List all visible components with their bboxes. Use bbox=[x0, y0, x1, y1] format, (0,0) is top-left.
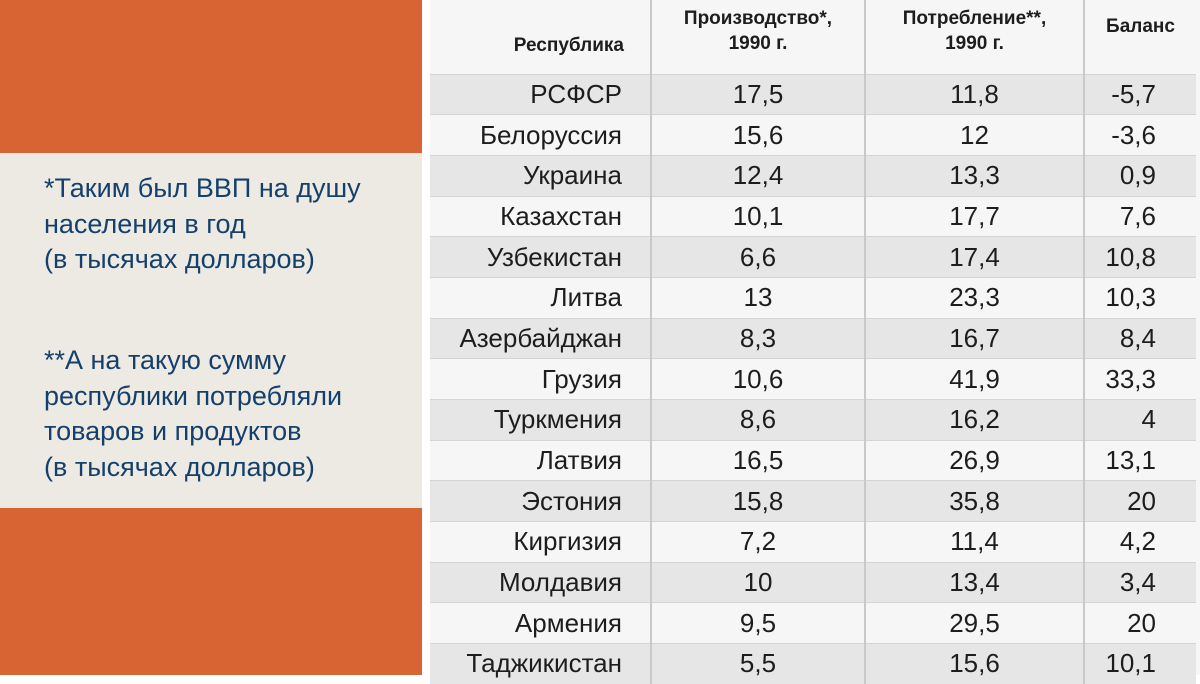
cell-republic: РСФСР bbox=[430, 73, 651, 115]
table-row: Молдавия 10 13,4 3,4 bbox=[430, 561, 1196, 603]
cell-production: 5,5 bbox=[650, 643, 865, 684]
cell-consumption: 12 bbox=[864, 114, 1084, 156]
cell-balance: -5,7 bbox=[1083, 73, 1196, 115]
cell-production: 12,4 bbox=[650, 154, 865, 197]
cell-balance: 10,3 bbox=[1083, 276, 1196, 319]
cell-consumption: 13,3 bbox=[864, 154, 1084, 197]
cell-consumption: 35,8 bbox=[864, 480, 1084, 522]
cell-balance: 7,6 bbox=[1083, 195, 1196, 237]
cell-consumption: 16,2 bbox=[864, 399, 1084, 441]
cell-consumption: 23,3 bbox=[864, 276, 1084, 319]
cell-production: 8,6 bbox=[650, 399, 865, 441]
cell-republic: Азербайджан bbox=[430, 317, 651, 359]
cell-republic: Литва bbox=[430, 276, 651, 319]
table-row: Латвия 16,5 26,9 13,1 bbox=[430, 439, 1196, 481]
table-row: Эстония 15,8 35,8 20 bbox=[430, 480, 1196, 522]
cell-balance: 10,8 bbox=[1083, 236, 1196, 278]
cell-consumption: 29,5 bbox=[864, 602, 1084, 644]
cell-production: 10,6 bbox=[650, 358, 865, 400]
cell-republic: Таджикистан bbox=[430, 643, 651, 684]
cell-balance: 20 bbox=[1083, 480, 1196, 522]
cell-production: 10 bbox=[650, 561, 865, 603]
cell-consumption: 16,7 bbox=[864, 317, 1084, 359]
cell-production: 16,5 bbox=[650, 439, 865, 481]
cell-republic: Латвия bbox=[430, 439, 651, 481]
table-row: Азербайджан 8,3 16,7 8,4 bbox=[430, 317, 1196, 359]
cell-balance: 33,3 bbox=[1083, 358, 1196, 400]
header-consumption: Потребление**, 1990 г. bbox=[864, 0, 1084, 74]
table-row: Украина 12,4 13,3 0,9 bbox=[430, 154, 1196, 197]
cell-production: 17,5 bbox=[650, 73, 865, 115]
header-balance: Баланс bbox=[1083, 0, 1196, 74]
cell-consumption: 17,7 bbox=[864, 195, 1084, 237]
cell-republic: Казахстан bbox=[430, 195, 651, 237]
notes-box: *Таким был ВВП на душу населения в год (… bbox=[0, 153, 422, 508]
cell-consumption: 26,9 bbox=[864, 439, 1084, 481]
cell-balance: 4 bbox=[1083, 399, 1196, 441]
cell-republic: Киргизия bbox=[430, 521, 651, 563]
cell-balance: 10,1 bbox=[1083, 643, 1196, 684]
cell-production: 10,1 bbox=[650, 195, 865, 237]
cell-production: 15,8 bbox=[650, 480, 865, 522]
cell-republic: Украина bbox=[430, 154, 651, 197]
cell-republic: Грузия bbox=[430, 358, 651, 400]
consumption-footnote: **А на такую сумму республики потребляли… bbox=[44, 345, 343, 482]
table-container: Республика Производство*, 1990 г. Потреб… bbox=[430, 0, 1200, 684]
cell-republic: Эстония bbox=[430, 480, 651, 522]
cell-republic: Туркмения bbox=[430, 399, 651, 441]
cell-balance: 13,1 bbox=[1083, 439, 1196, 481]
cell-consumption: 11,8 bbox=[864, 73, 1084, 115]
cell-balance: 4,2 bbox=[1083, 521, 1196, 563]
cell-production: 13 bbox=[650, 276, 865, 319]
table-row: Казахстан 10,1 17,7 7,6 bbox=[430, 195, 1196, 237]
cell-production: 7,2 bbox=[650, 521, 865, 563]
table-row: Армения 9,5 29,5 20 bbox=[430, 602, 1196, 644]
table-row: Белоруссия 15,6 12 -3,6 bbox=[430, 114, 1196, 156]
header-republic: Республика bbox=[430, 0, 651, 74]
republic-balance-table: Республика Производство*, 1990 г. Потреб… bbox=[430, 0, 1196, 684]
cell-balance: 20 bbox=[1083, 602, 1196, 644]
cell-republic: Армения bbox=[430, 602, 651, 644]
table-header-row: Республика Производство*, 1990 г. Потреб… bbox=[430, 0, 1196, 74]
cell-balance: 3,4 bbox=[1083, 561, 1196, 603]
cell-production: 9,5 bbox=[650, 602, 865, 644]
table-row: Туркмения 8,6 16,2 4 bbox=[430, 399, 1196, 441]
cell-consumption: 17,4 bbox=[864, 236, 1084, 278]
table-row: Киргизия 7,2 11,4 4,2 bbox=[430, 521, 1196, 563]
cell-republic: Белоруссия bbox=[430, 114, 651, 156]
table-row: РСФСР 17,5 11,8 -5,7 bbox=[430, 73, 1196, 115]
cell-consumption: 15,6 bbox=[864, 643, 1084, 684]
header-production: Производство*, 1990 г. bbox=[650, 0, 865, 74]
cell-production: 15,6 bbox=[650, 114, 865, 156]
table-row: Узбекистан 6,6 17,4 10,8 bbox=[430, 236, 1196, 278]
table-row: Литва 13 23,3 10,3 bbox=[430, 276, 1196, 319]
cell-consumption: 13,4 bbox=[864, 561, 1084, 603]
table-row: Грузия 10,6 41,9 33,3 bbox=[430, 358, 1196, 400]
cell-balance: 8,4 bbox=[1083, 317, 1196, 359]
cell-consumption: 11,4 bbox=[864, 521, 1084, 563]
cell-balance: -3,6 bbox=[1083, 114, 1196, 156]
cell-production: 6,6 bbox=[650, 236, 865, 278]
cell-balance: 0,9 bbox=[1083, 154, 1196, 197]
cell-consumption: 41,9 bbox=[864, 358, 1084, 400]
cell-republic: Молдавия bbox=[430, 561, 651, 603]
cell-production: 8,3 bbox=[650, 317, 865, 359]
production-footnote: *Таким был ВВП на душу населения в год (… bbox=[44, 173, 361, 274]
cell-republic: Узбекистан bbox=[430, 236, 651, 278]
table-row: Таджикистан 5,5 15,6 10,1 bbox=[430, 643, 1196, 684]
